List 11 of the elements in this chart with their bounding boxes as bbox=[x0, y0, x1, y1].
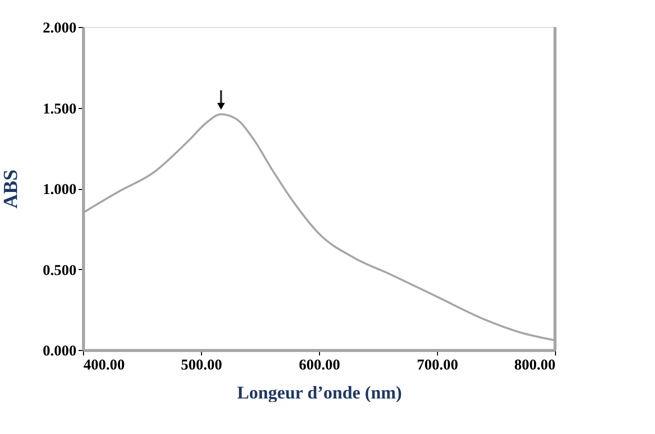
y-tick-label: 1.500 bbox=[42, 101, 76, 118]
x-tick-label: 500.00 bbox=[180, 358, 222, 374]
y-tick-label: 1.000 bbox=[42, 182, 76, 198]
y-tick-label: 2.000 bbox=[42, 20, 76, 36]
y-tick-label: 0.500 bbox=[42, 262, 76, 279]
x-tick-label: 600.00 bbox=[298, 358, 340, 374]
y-axis-title: ABS bbox=[0, 170, 22, 208]
x-tick-label: 800.00 bbox=[514, 358, 556, 374]
x-tick-label: 400.00 bbox=[84, 358, 125, 374]
x-tick-label: 700.00 bbox=[416, 358, 458, 374]
y-tick-label: 0.000 bbox=[42, 344, 76, 360]
